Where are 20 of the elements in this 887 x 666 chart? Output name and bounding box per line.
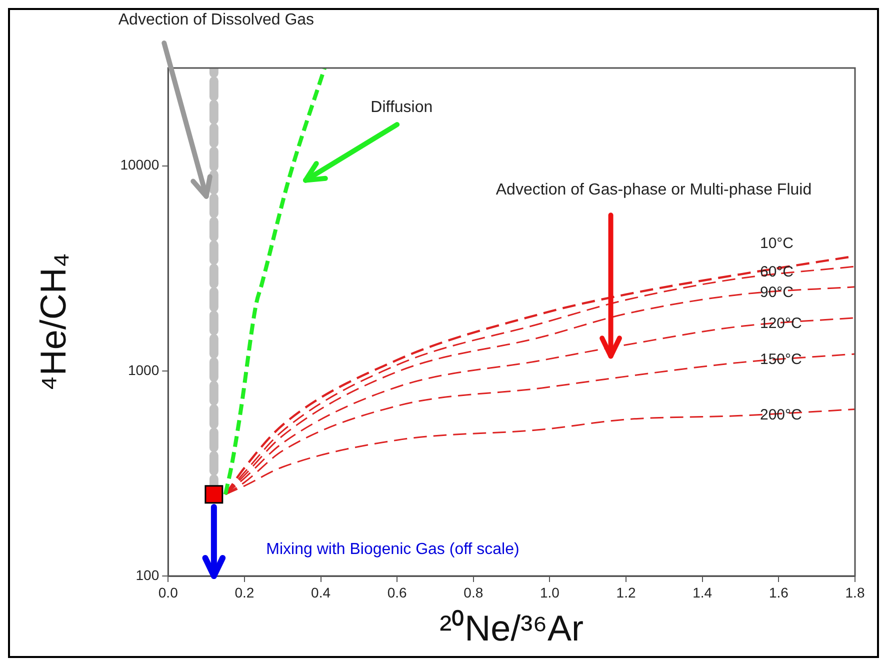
x-tick-label: 0.4 — [311, 584, 331, 600]
text: Advection of Dissolved Gas — [118, 12, 314, 29]
y-tick-label: 1000 — [128, 362, 160, 378]
series-label: 10°C — [760, 235, 794, 252]
annotation: Advection of Gas-phase or Multi-phase Fluid — [496, 181, 812, 198]
x-tick-label: 1.2 — [616, 584, 636, 600]
x-tick-label: 1.6 — [768, 584, 789, 600]
annotation: Mixing with Biogenic Gas (off scale) — [266, 540, 520, 558]
x-tick-label: 1.4 — [692, 584, 712, 600]
x-tick-label: 0.6 — [387, 584, 408, 600]
y-tick-label: 10000 — [120, 156, 160, 173]
y-tick-label: 100 — [136, 566, 160, 583]
x-tick-label: 1.0 — [540, 584, 560, 600]
x-tick-label: 0.8 — [464, 584, 484, 600]
x-axis-title: ²⁰Ne/³⁶Ar — [440, 607, 584, 648]
y-axis-title: ⁴He/CH₄ — [32, 252, 74, 392]
x-tick-label: 0.2 — [234, 584, 254, 600]
x-tick-label: 1.8 — [845, 584, 865, 600]
annotation: Diffusion — [370, 99, 433, 116]
x-tick-label: 0.0 — [158, 584, 178, 600]
